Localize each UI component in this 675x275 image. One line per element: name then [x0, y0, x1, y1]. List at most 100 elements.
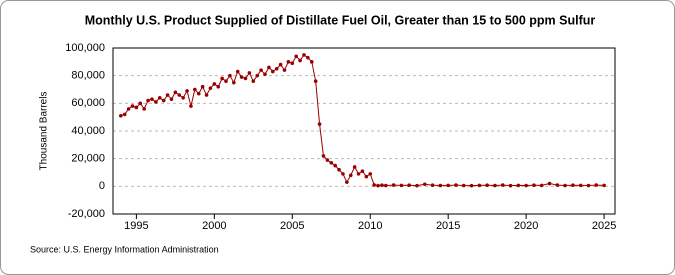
- data-point: [290, 61, 295, 66]
- data-point: [267, 65, 271, 70]
- data-point: [493, 183, 497, 188]
- data-point: [586, 183, 591, 188]
- source: Source: U.S. Energy Information Administ…: [30, 244, 219, 254]
- x-tick-label: 1995: [124, 220, 148, 232]
- data-point: [329, 161, 334, 165]
- data-point: [321, 154, 326, 158]
- data-point: [571, 183, 575, 188]
- data-point: [298, 58, 302, 63]
- x-tick-label: 2020: [514, 220, 538, 232]
- x-tick-label: 2000: [202, 220, 226, 232]
- data-point: [239, 75, 244, 79]
- data-point: [216, 84, 221, 89]
- data-point: [255, 73, 260, 78]
- y-tick-label: 40,000: [71, 125, 105, 137]
- data-point: [352, 165, 357, 169]
- data-point: [142, 107, 146, 111]
- data-point: [500, 183, 505, 187]
- data-point: [360, 169, 365, 173]
- y-tick-label: 100,000: [65, 42, 105, 54]
- data-point: [126, 107, 131, 111]
- data-point: [270, 69, 275, 74]
- data-point: [333, 163, 337, 168]
- data-point: [407, 183, 412, 188]
- y-tick-label: 60,000: [71, 97, 105, 109]
- data-point: [309, 60, 314, 64]
- plot-border: [112, 47, 616, 215]
- x-tick-label: 2015: [436, 220, 460, 232]
- data-point: [294, 54, 298, 59]
- data-point: [302, 53, 306, 57]
- data-point: [364, 174, 369, 179]
- data-point: [204, 93, 209, 97]
- data-point: [477, 183, 482, 188]
- data-point: [122, 112, 127, 117]
- data-point: [384, 183, 388, 188]
- data-point: [224, 79, 228, 83]
- data-point: [200, 84, 205, 89]
- data-point: [356, 172, 361, 176]
- data-point: [508, 183, 513, 188]
- data-point: [134, 105, 139, 110]
- data-point: [278, 62, 283, 67]
- data-point: [317, 122, 322, 126]
- data-point: [372, 183, 376, 187]
- data-point: [306, 55, 310, 60]
- data-point: [438, 183, 443, 188]
- data-point: [157, 96, 162, 100]
- x-tick-label: 2010: [358, 220, 382, 232]
- x-tick-label: 2025: [592, 220, 616, 232]
- chart-title: Monthly U.S. Product Supplied of Distill…: [85, 13, 596, 27]
- data-point: [602, 183, 606, 188]
- data-point: [130, 104, 135, 108]
- data-point: [454, 183, 458, 187]
- data-point: [161, 98, 166, 103]
- data-point: [430, 183, 435, 188]
- data-point: [243, 76, 248, 81]
- data-point: [461, 183, 466, 188]
- data-point: [524, 183, 528, 188]
- data-point: [154, 100, 158, 104]
- data-point: [594, 183, 599, 187]
- data-point: [247, 71, 252, 75]
- data-point: [348, 173, 353, 178]
- x-tick-label: 2005: [280, 220, 304, 232]
- data-point: [376, 183, 380, 188]
- y-tick-label: 20,000: [71, 153, 105, 165]
- data-point: [539, 183, 544, 188]
- data-point: [516, 183, 521, 188]
- data-point: [118, 113, 123, 118]
- data-point: [196, 91, 201, 96]
- data-point: [337, 167, 341, 172]
- data-point: [138, 101, 143, 106]
- data-point: [446, 183, 450, 188]
- data-point: [555, 183, 560, 187]
- data-point: [150, 97, 154, 101]
- data-point: [286, 60, 291, 64]
- data-point: [232, 80, 236, 85]
- data-point: [399, 183, 404, 188]
- data-point: [212, 82, 217, 86]
- data-point: [185, 89, 189, 93]
- data-point: [469, 183, 474, 188]
- data-point: [165, 93, 170, 97]
- data-point: [263, 72, 267, 77]
- data-point: [274, 66, 279, 71]
- data-point: [146, 98, 150, 103]
- data-point: [193, 87, 197, 92]
- data-point: [189, 104, 193, 108]
- data-point: [208, 86, 213, 90]
- data-point: [578, 183, 583, 188]
- data-point: [235, 69, 240, 74]
- data-point: [169, 97, 174, 101]
- data-point: [177, 93, 182, 97]
- data-point: [563, 183, 567, 188]
- data-point: [282, 68, 287, 72]
- data-point: [532, 183, 536, 188]
- data-point: [380, 183, 384, 188]
- data-point: [251, 79, 256, 83]
- y-tick-label: -20,000: [68, 208, 105, 220]
- data-point: [345, 180, 349, 184]
- data-point: [313, 79, 318, 83]
